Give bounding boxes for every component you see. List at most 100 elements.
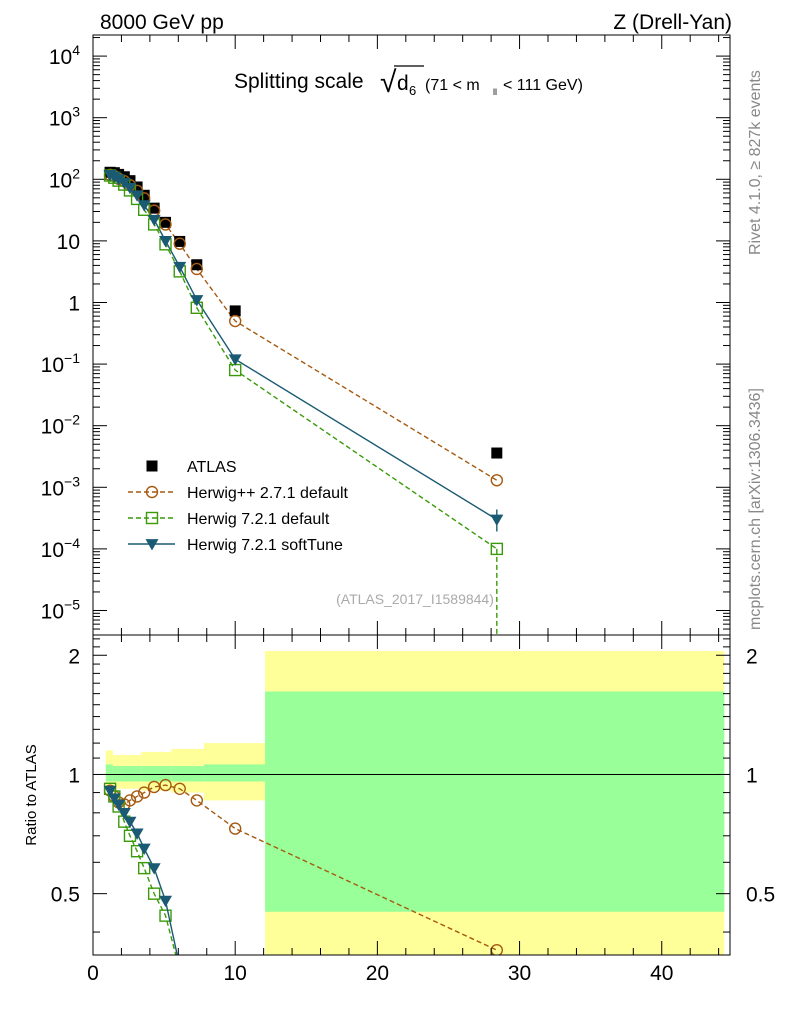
header-right: Z (Drell-Yan) [613, 11, 732, 34]
title-sqrt: √ [380, 66, 397, 99]
band-inner [141, 766, 172, 782]
ratio-ytick-label-right: 0.5 [746, 884, 775, 907]
band-inner [112, 766, 122, 782]
hwpp-ratio-line [109, 784, 498, 951]
title-cut-pre: (71 < m [425, 77, 480, 94]
ratio-series-group [103, 778, 504, 955]
main-ytick-label: 104 [49, 42, 80, 69]
hwpp-point [137, 786, 151, 799]
hwsoft-point [107, 793, 121, 805]
hwsoft-point [130, 190, 144, 202]
plot-title: Splitting scale √ d 6 (71 < m ll < 111 G… [234, 65, 583, 99]
title-cut-post: < 111 GeV) [503, 77, 583, 94]
main-ytick-label: 103 [49, 104, 80, 131]
title-main: Splitting scale [234, 70, 364, 93]
hwsoft-point [228, 354, 242, 366]
hw72-point [145, 511, 159, 525]
hwsoft-point [147, 863, 161, 875]
main-ytick-label: 10−4 [41, 535, 81, 562]
hwpp-point [190, 794, 203, 807]
hw72-point [137, 861, 151, 875]
atlas-point [131, 181, 143, 193]
rivet-label: Rivet 4.1.0, ≥ 827k events [747, 70, 764, 255]
band-inner [171, 766, 204, 782]
hwsoft-point [112, 799, 126, 811]
hwsoft-point [490, 514, 504, 526]
atlas-point [160, 216, 172, 228]
hwsoft-point [130, 828, 144, 840]
ratio-ytick-label-right: 1 [746, 764, 758, 787]
legend-item-hwpp: Herwig++ 2.7.1 default [128, 485, 349, 502]
atlas-point [138, 189, 150, 201]
hwsoft-point [159, 895, 173, 908]
hwsoft-point [159, 236, 173, 248]
title-var-sub: 6 [409, 83, 416, 98]
hw72-point [159, 909, 172, 922]
atlas-point [146, 460, 158, 472]
atlas-point [191, 259, 203, 271]
title-cut-sub: ll [493, 87, 497, 97]
main-ytick-label: 10−2 [41, 412, 81, 439]
x-axis-ticks: 0 10 20 30 40 [87, 35, 720, 985]
band-inner [203, 764, 266, 782]
hwsoft-ratio-line [109, 790, 178, 955]
hwsoft-point [103, 785, 117, 798]
analysis-id: (ATLAS_2017_I1589844) [336, 591, 494, 607]
hwpp-point [228, 822, 242, 835]
hwpp-point [130, 790, 144, 803]
atlas-point [148, 202, 160, 214]
legend-label-hwsoft: Herwig 7.2.1 softTune [187, 537, 343, 554]
ratio-ytick-label-right: 2 [746, 645, 758, 668]
main-ytick-label: 10−1 [41, 350, 81, 377]
title-var: d [397, 72, 409, 95]
hwpp-point [145, 485, 159, 499]
atlas-point [174, 235, 186, 247]
xtick-label: 40 [650, 962, 673, 985]
main-ytick-label: 10−3 [41, 473, 81, 500]
legend-label-atlas: ATLAS [187, 459, 237, 476]
hwsoft-point [190, 295, 204, 307]
ratio-ytick-label-left: 0.5 [51, 884, 80, 907]
legend-label-hw72: Herwig 7.2.1 default [187, 511, 330, 528]
legend: ATLAS Herwig++ 2.7.1 default Herwig 7.2.1 … [128, 459, 349, 554]
hw72-point [147, 887, 161, 900]
ratio-ylabel: Ratio to ATLAS [23, 744, 40, 845]
ratio-ytick-label-left: 2 [68, 645, 80, 668]
legend-item-hw72: Herwig 7.2.1 default [128, 511, 330, 528]
hwsoft-point [117, 807, 131, 820]
hwpp-point [173, 782, 186, 795]
legend-item-atlas: ATLAS [146, 459, 237, 476]
main-ytick-label: 10−5 [41, 596, 81, 623]
band-inner [265, 691, 725, 912]
hw72-ratio-line [109, 788, 177, 955]
band-inner [105, 764, 113, 782]
hwsoft-point [137, 843, 151, 856]
hwsoft-point [112, 174, 126, 186]
hwpp-point [173, 237, 186, 250]
xtick-label: 10 [224, 962, 247, 985]
hw72-point [490, 542, 504, 556]
xtick-label: 0 [87, 962, 99, 985]
ratio-frame [92, 634, 731, 956]
ratio-uncertainty-bands [93, 651, 730, 955]
xtick-label: 30 [508, 962, 531, 985]
ratio-axis-ticks: 0.5 0.5 1 1 2 2 [51, 638, 775, 933]
mcplots-label: mcplots.cern.ch [arXiv:1306.3436] [747, 388, 764, 630]
hwsoft-point [173, 261, 187, 274]
hwpp-point [490, 474, 504, 487]
atlas-point [229, 305, 241, 317]
main-ytick-label: 102 [49, 165, 80, 192]
hwpp-point [190, 262, 203, 276]
legend-label-hwpp: Herwig++ 2.7.1 default [187, 485, 349, 502]
xtick-label: 20 [366, 962, 389, 985]
hwsoft-point [123, 182, 137, 195]
atlas-point [491, 447, 503, 459]
hwpp-point [228, 314, 242, 328]
hwsoft-point [147, 214, 161, 227]
hwsoft-point [123, 816, 137, 829]
header-left: 8000 GeV pp [100, 11, 224, 34]
ratio-ytick-label-left: 1 [68, 764, 80, 787]
main-series [103, 166, 504, 635]
main-ytick-label: 1 [68, 292, 80, 315]
